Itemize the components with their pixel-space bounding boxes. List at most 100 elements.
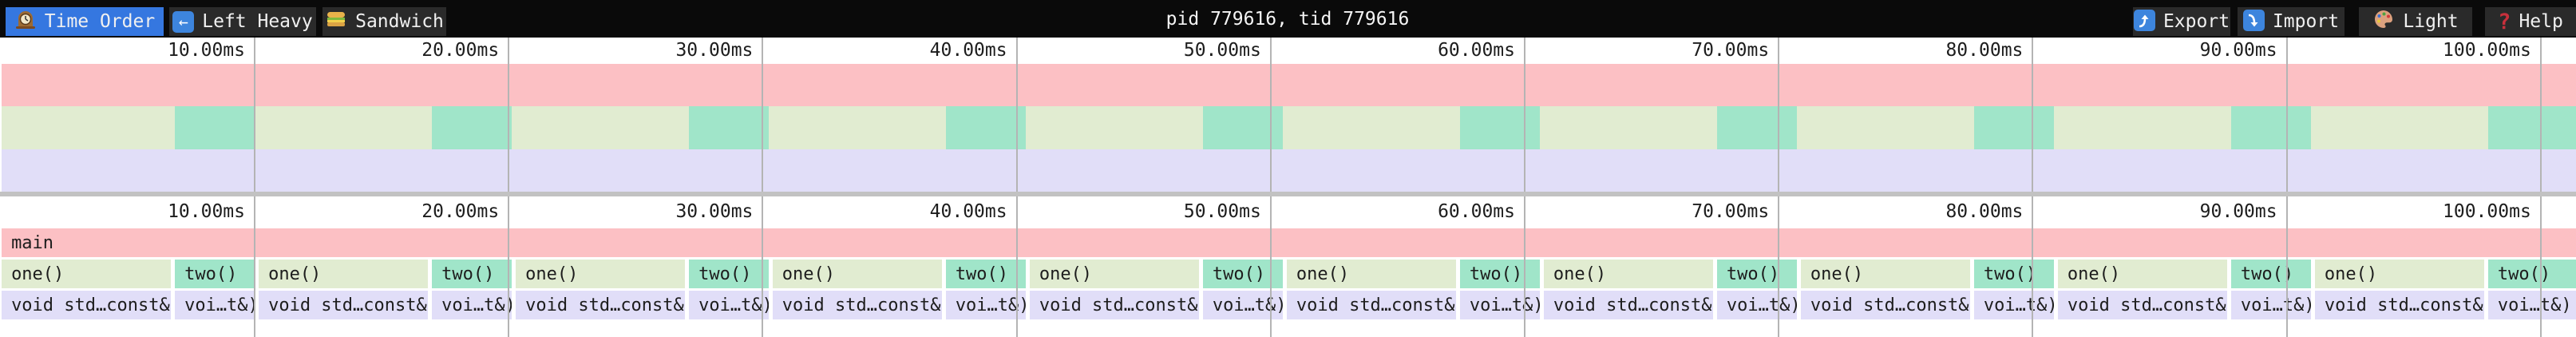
flame-span-label: two() — [2240, 264, 2294, 284]
minimap-block-two — [689, 106, 770, 149]
flame-span-voi-t[interactable]: voi…t&) — [2487, 291, 2576, 319]
flame-span-one[interactable]: one() — [2, 260, 171, 288]
flame-span-one[interactable]: one() — [1800, 260, 1970, 288]
minimap-block-two — [432, 106, 512, 149]
minimap-tick-label-80ms: 80.00ms — [1945, 40, 2024, 61]
flame-span-one[interactable]: one() — [2057, 260, 2227, 288]
flame-span-voi-t[interactable]: voi…t&) — [175, 291, 255, 319]
minimap-tick-label-50ms: 50.00ms — [1183, 40, 1261, 61]
top-toolbar: Time Order ← Left Heavy Sandwich pid 779616… — [0, 0, 2576, 38]
flame-span-two[interactable]: two() — [2230, 260, 2311, 288]
minimap-tick-label-20ms: 20.00ms — [421, 40, 500, 61]
flame-span-void-std-const[interactable]: void std…const&) — [259, 291, 428, 319]
clock-icon — [14, 8, 37, 35]
tab-label: Left Heavy — [202, 11, 313, 32]
flame-span-void-std-const[interactable]: void std…const&) — [1800, 291, 1970, 319]
flame-span-two[interactable]: two() — [945, 260, 1026, 288]
help-button[interactable]: ? Help — [2485, 7, 2576, 36]
import-button[interactable]: Import — [2238, 7, 2345, 36]
flame-span-two[interactable]: two() — [689, 260, 770, 288]
tab-left-heavy[interactable]: ← Left Heavy — [169, 7, 316, 36]
export-button[interactable]: Export — [2133, 7, 2230, 36]
flame-span-two[interactable]: two() — [1202, 260, 1283, 288]
action-label: Light — [2403, 11, 2459, 32]
flame-span-voi-t[interactable]: voi…t&) — [689, 291, 770, 319]
flame-span-two[interactable]: two() — [432, 260, 512, 288]
flame-span-label: two() — [441, 264, 495, 284]
flame-span-one[interactable]: one() — [1029, 260, 1199, 288]
tab-time-order[interactable]: Time Order — [6, 7, 164, 36]
gridline-50ms — [1269, 38, 1272, 337]
flame-span-void-std-const[interactable]: void std…const&) — [772, 291, 942, 319]
flame-span-label: void std…const&) — [11, 295, 171, 315]
flame-span-label: one() — [268, 264, 322, 284]
flame-span-one[interactable]: one() — [259, 260, 428, 288]
flame-span-label: void std…const&) — [1810, 295, 1970, 315]
flame-span-label: two() — [698, 264, 752, 284]
minimap-block-two — [2487, 106, 2576, 149]
light-button[interactable]: Light — [2359, 7, 2472, 36]
flame-span-two[interactable]: two() — [2487, 260, 2576, 288]
minimap-tick-label-40ms: 40.00ms — [929, 40, 1007, 61]
flame-span-label: void std…const&) — [1553, 295, 1713, 315]
minimap-band-green[interactable] — [2, 106, 2576, 149]
flame-span-one[interactable]: one() — [1286, 260, 1456, 288]
flame-span-void-std-const[interactable]: void std…const&) — [516, 291, 686, 319]
flame-span-label: voi…t&) — [441, 295, 512, 315]
flame-span-label: voi…t&) — [184, 295, 255, 315]
flame-span-voi-t[interactable]: voi…t&) — [1716, 291, 1797, 319]
sandwich-icon — [325, 8, 347, 35]
flame-tick-label-10ms: 10.00ms — [168, 201, 245, 222]
left-arrow-icon: ← — [172, 10, 195, 33]
flame-span-one[interactable]: one() — [516, 260, 686, 288]
flame-span-label: main — [11, 232, 54, 253]
flame-span-label: voi…t&) — [1983, 295, 2054, 315]
flame-span-label: voi…t&) — [1469, 295, 1540, 315]
flame-span-label: two() — [1726, 264, 1780, 284]
flame-span-void-std-const[interactable]: void std…const&) — [2, 291, 171, 319]
minimap-tick-label-30ms: 30.00ms — [675, 40, 754, 61]
flame-span-voi-t[interactable]: voi…t&) — [2230, 291, 2311, 319]
flame-span-two[interactable]: two() — [1459, 260, 1540, 288]
flame-span-label: one() — [1296, 264, 1350, 284]
gridline-70ms — [1778, 38, 1780, 337]
flame-span-two[interactable]: two() — [1973, 260, 2054, 288]
flame-span-voi-t[interactable]: voi…t&) — [432, 291, 512, 319]
flame-span-void-std-const[interactable]: void std…const&) — [1029, 291, 1199, 319]
flame-span-voi-t[interactable]: voi…t&) — [1973, 291, 2054, 319]
flame-span-one[interactable]: one() — [772, 260, 942, 288]
flame-span-void-std-const[interactable]: void std…const&) — [1543, 291, 1713, 319]
flame-tick-label-90ms: 90.00ms — [2199, 201, 2277, 222]
flame-span-one[interactable]: one() — [2314, 260, 2484, 288]
flame-span-void-std-const[interactable]: void std…const&) — [2314, 291, 2484, 319]
tab-sandwich[interactable]: Sandwich — [322, 7, 446, 36]
flame-span-label: void std…const&) — [268, 295, 428, 315]
flame-span-label: void std…const&) — [1039, 295, 1199, 315]
action-label: Import — [2272, 11, 2340, 32]
minimap-band-pink[interactable] — [2, 64, 2576, 106]
gridline-30ms — [762, 38, 764, 337]
minimap-band-lavender[interactable] — [2, 149, 2576, 192]
flame-span-void-std-const[interactable]: void std…const&) — [1286, 291, 1456, 319]
gridline-40ms — [1015, 38, 1018, 337]
gridline-10ms — [254, 38, 255, 337]
flame-span-voi-t[interactable]: voi…t&) — [945, 291, 1026, 319]
flame-span-two[interactable]: two() — [1716, 260, 1797, 288]
flame-span-voi-t[interactable]: voi…t&) — [1459, 291, 1540, 319]
gridline-20ms — [508, 38, 510, 337]
flamegraph-time-ruler — [0, 196, 2576, 228]
minimap-block-two — [2230, 106, 2311, 149]
flame-span-label: one() — [11, 264, 65, 284]
flame-span-void-std-const[interactable]: void std…const&) — [2057, 291, 2227, 319]
flame-span-main[interactable]: main — [2, 228, 2576, 257]
flame-span-label: voi…t&) — [955, 295, 1026, 315]
flame-span-label: two() — [1983, 264, 2037, 284]
flame-span-two[interactable]: two() — [175, 260, 255, 288]
palette-icon — [2372, 8, 2395, 35]
flame-span-one[interactable]: one() — [1543, 260, 1713, 288]
minimap-time-ruler — [0, 38, 2576, 64]
flame-tick-label-70ms: 70.00ms — [1692, 201, 1770, 222]
flame-tick-label-60ms: 60.00ms — [1438, 201, 1515, 222]
flame-span-label: one() — [1553, 264, 1607, 284]
thread-title: pid 779616, tid 779616 — [1165, 8, 1410, 30]
